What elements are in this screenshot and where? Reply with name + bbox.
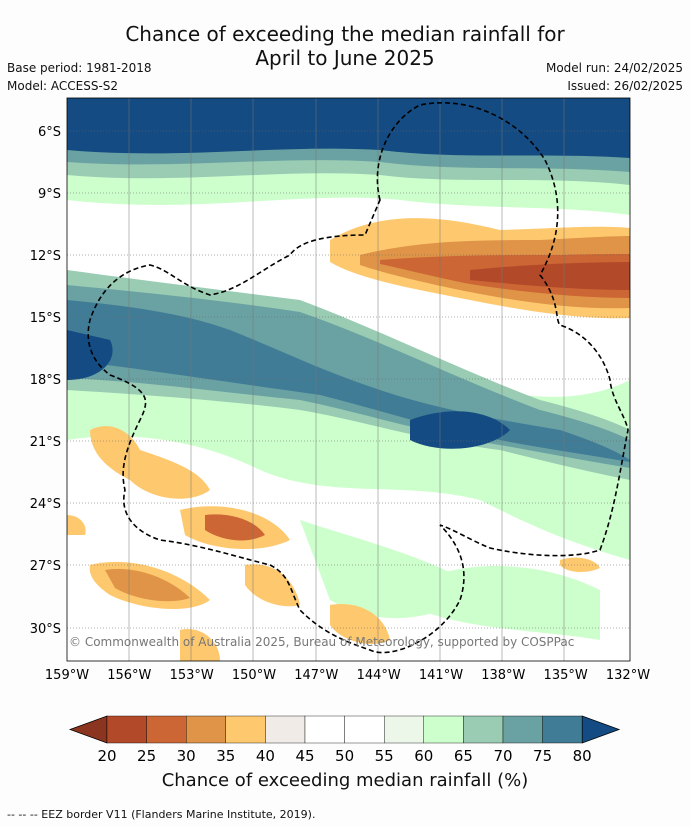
eez-footnote: -- -- -- EEZ border V11 (Flanders Marine… [7,808,316,821]
colorbar-swatch [106,715,147,744]
colorbar-swatch [304,715,345,744]
colorbar-title: Chance of exceeding median rainfall (%) [161,770,529,791]
colorbar-tick: 30 [177,747,196,765]
lon-label: 141°W [419,668,463,683]
map-title: Chance of exceeding the median rainfall … [0,22,690,70]
colorbar-tick: 75 [533,747,552,765]
colorbar-tick: 20 [97,747,116,765]
colorbar-tick: 35 [216,747,235,765]
colorbar-tick: 60 [414,747,433,765]
colorbar-tick: 50 [335,747,354,765]
colorbar-tick: 45 [295,747,314,765]
colorbar-tick: 70 [493,747,512,765]
graticule [67,130,630,629]
rainfall-field [67,98,630,661]
colorbar-tick: 55 [375,747,394,765]
meta-right: Model run: 24/02/2025 Issued: 26/02/2025 [546,59,683,95]
lon-label: 150°W [232,668,276,683]
colorbar-tick: 40 [256,747,275,765]
map-frame [66,97,631,662]
colorbar-extend-high [581,715,621,744]
colorbar-swatch [225,715,266,744]
colorbar-swatch [502,715,543,744]
lat-label: 27°S [30,559,61,574]
colorbar-tick: 80 [573,747,592,765]
lat-label: 12°S [30,249,61,264]
lat-label: 24°S [30,497,61,512]
latitude-labels: 6°S 9°S 12°S 15°S 18°S 21°S 24°S 27°S 30°S [30,125,61,637]
eez-border [87,101,629,654]
colorbar-swatch [344,715,385,744]
lat-label: 15°S [30,311,61,326]
colorbar-swatch [185,715,226,744]
model-name: Model: ACCESS-S2 [7,79,119,93]
lon-label: 147°W [294,668,338,683]
lat-label: 30°S [30,622,61,637]
lon-label: 144°W [357,668,401,683]
lon-label: 132°W [606,668,650,683]
colorbar-swatch [265,715,306,744]
lat-label: 18°S [30,373,61,388]
meta-left: Base period: 1981-2018 Model: ACCESS-S2 [7,59,152,95]
lat-label: 6°S [38,125,61,140]
lat-label: 21°S [30,435,61,450]
colorbar-tick: 65 [454,747,473,765]
lon-label: 156°W [107,668,151,683]
colorbar-swatch [384,715,425,744]
lon-label: 138°W [481,668,525,683]
title-line-2: April to June 2025 [255,46,435,70]
colorbar-swatch [463,715,504,744]
longitude-labels: 159°W 156°W 153°W 150°W 147°W 144°W 141°W 138°W… [45,668,650,683]
model-run: Model run: 24/02/2025 [545,61,683,75]
colorbar-swatch [423,715,464,744]
colorbar-tick: 25 [137,747,156,765]
copyright-text: © Commonwealth of Australia 2025, Bureau… [69,635,574,649]
lon-label: 159°W [45,668,89,683]
colorbar-swatch [542,715,583,744]
lon-label: 153°W [170,668,214,683]
issued-date: Issued: 26/02/2025 [567,79,683,93]
title-line-1: Chance of exceeding the median rainfall … [125,22,565,46]
colorbar-swatch [146,715,187,744]
colorbar: 20 25 30 35 40 45 50 55 60 65 70 75 80 [68,715,621,765]
base-period: Base period: 1981-2018 [7,61,152,75]
colorbar-extend-low [68,715,108,744]
lat-label: 9°S [38,187,61,202]
lon-label: 135°W [544,668,588,683]
